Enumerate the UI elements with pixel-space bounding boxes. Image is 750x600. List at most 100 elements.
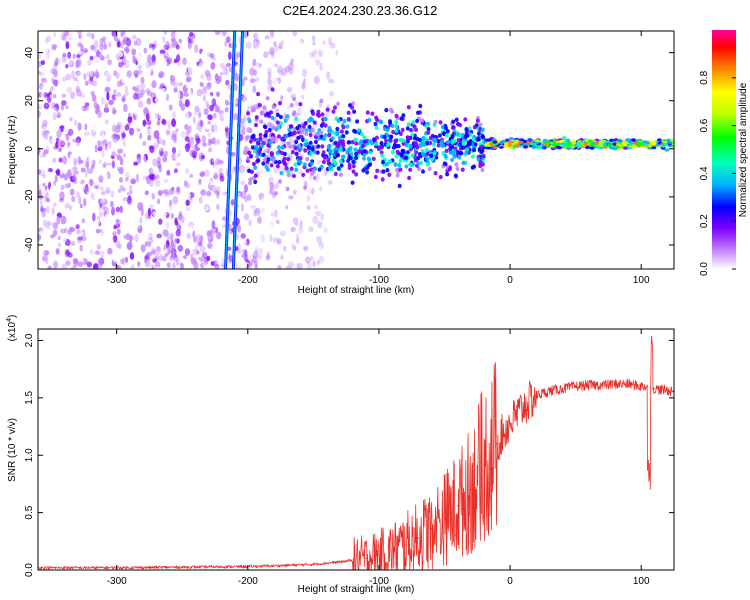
spectrogram-noise-cell xyxy=(149,204,154,210)
snr-y-tick-label: 0.0 xyxy=(24,563,35,577)
spectrogram-signal-cell xyxy=(407,175,412,181)
spectrogram-signal-cell xyxy=(478,160,483,165)
spectrogram-noise-cell xyxy=(99,55,105,61)
spectrogram-noise-cell xyxy=(195,250,200,255)
spectrogram-noise-cell xyxy=(345,172,351,181)
spectrogram-noise-cell xyxy=(88,156,93,165)
spectrogram-noise-cell xyxy=(120,139,126,147)
spectrogram-noise-cell xyxy=(75,123,80,132)
spectrogram-noise-cell xyxy=(359,109,365,115)
spectrogram-noise-cell xyxy=(306,220,311,226)
spectrogram-noise-cell xyxy=(51,207,55,216)
spectrogram-signal-cell xyxy=(359,139,364,144)
spectrogram-signal-cell xyxy=(458,122,463,128)
spectrogram-noise-cell xyxy=(72,53,76,60)
spectrogram-noise-cell xyxy=(244,241,249,246)
spectrogram-noise-cell xyxy=(202,94,207,102)
spectrogram-noise-cell xyxy=(255,242,261,250)
spectrogram-noise-cell xyxy=(337,201,342,208)
spectrogram-noise-cell xyxy=(349,193,355,199)
spectrogram-noise-cell xyxy=(122,87,126,93)
spectrogram-noise-cell xyxy=(334,77,337,82)
spectrogram-noise-cell xyxy=(270,179,277,185)
snr-x-tick-label: 0 xyxy=(507,576,513,587)
spectrogram-noise-cell xyxy=(311,49,318,58)
spectrogram-noise-cell xyxy=(377,62,381,68)
spectrogram-noise-cell xyxy=(361,176,368,184)
spectrogram-noise-cell xyxy=(330,31,336,36)
spectrogram-signal-cell xyxy=(258,136,263,141)
spectrogram-noise-cell xyxy=(46,206,50,214)
spectrogram-noise-cell xyxy=(310,62,316,69)
spectrogram-signal-cell xyxy=(405,139,410,144)
spectrogram-noise-cell xyxy=(315,210,322,216)
spectrogram-signal-cell xyxy=(558,140,564,144)
spectrogram-noise-cell xyxy=(76,178,81,186)
spectrogram-noise-cell xyxy=(64,139,68,148)
spectrogram-noise-cell xyxy=(233,99,238,105)
spectrogram-noise-cell xyxy=(340,52,345,58)
spectrogram-noise-cell xyxy=(240,180,245,186)
snr-trace xyxy=(38,335,674,570)
spectrogram-noise-cell xyxy=(106,255,112,263)
spectrogram-signal-cell xyxy=(260,143,264,149)
spectrogram-noise-cell xyxy=(236,196,242,206)
spectrogram-signal-cell xyxy=(460,145,465,150)
spectrogram-noise-cell xyxy=(98,210,104,218)
spectrogram-noise-cell xyxy=(352,205,358,215)
spectrogram-noise-cell xyxy=(324,31,329,36)
spectrogram-noise-cell xyxy=(305,195,310,203)
spectrogram-noise-cell xyxy=(103,70,110,77)
spectrogram-noise-cell xyxy=(352,186,359,194)
spectrogram-noise-cell xyxy=(267,207,273,213)
spectrogram-noise-cell xyxy=(289,257,294,264)
spectrogram-noise-cell xyxy=(101,134,106,139)
snr-marks xyxy=(38,335,674,570)
spectrogram-signal-cell xyxy=(426,126,431,132)
spectrogram-noise-cell xyxy=(40,207,47,213)
spectrogram-noise-cell xyxy=(187,41,192,50)
spectrogram-signal-cell xyxy=(346,147,351,153)
spectrogram-noise-cell xyxy=(308,42,313,49)
spectrogram-noise-cell xyxy=(100,130,106,138)
colorbar-tick-label: 0.0 xyxy=(699,262,710,276)
spectrogram-noise-cell xyxy=(52,229,57,238)
spectrogram-signal-cell xyxy=(346,110,351,116)
snr-point xyxy=(588,384,590,386)
spectrogram-noise-cell xyxy=(106,91,110,101)
spectrogram-signal-cell xyxy=(313,139,318,145)
spectrogram-signal-cell xyxy=(286,157,291,162)
spectrogram-noise-cell xyxy=(184,136,190,142)
spectrogram-signal-cell xyxy=(450,134,455,139)
spectrogram-signal-cell xyxy=(326,158,331,163)
spectrogram-noise-cell xyxy=(346,184,352,193)
spectrogram-noise-cell xyxy=(324,266,328,269)
spectrogram-signal-cell xyxy=(328,165,333,170)
spectrogram-noise-cell xyxy=(47,266,52,269)
spectrogram-noise-cell xyxy=(289,231,294,239)
spectrogram-signal-cell xyxy=(336,101,341,107)
spectrogram-noise-cell xyxy=(130,178,136,185)
spectrogram-noise-cell xyxy=(333,75,337,82)
spectrogram-noise-cell xyxy=(38,262,42,268)
spectrogram-signal-cell xyxy=(301,172,306,178)
spectrogram-noise-cell xyxy=(84,80,89,86)
spectrogram-noise-cell xyxy=(71,196,76,203)
spectrogram-signal-cell xyxy=(298,156,303,161)
spectrogram-noise-cell xyxy=(327,258,334,267)
spectrogram-noise-cell xyxy=(253,32,259,40)
spectrogram-noise-cell xyxy=(176,212,181,222)
spectrogram-noise-cell xyxy=(302,254,306,264)
spectrogram-noise-cell xyxy=(278,42,283,49)
spectrogram-signal-cell xyxy=(381,169,386,174)
spectrogram-noise-cell xyxy=(254,207,261,217)
spectrogram-noise-cell xyxy=(254,77,260,82)
spectrogram-noise-cell xyxy=(213,123,218,133)
spectrogram-noise-cell xyxy=(61,93,67,98)
spectrogram-signal-cell xyxy=(589,146,595,150)
spectrogram-noise-cell xyxy=(173,110,178,120)
spectrogram-noise-cell xyxy=(332,91,337,101)
spectrogram-signal-cell xyxy=(270,136,275,141)
spectrogram-noise-cell xyxy=(162,120,167,126)
spectrogram-noise-cell xyxy=(360,95,366,100)
